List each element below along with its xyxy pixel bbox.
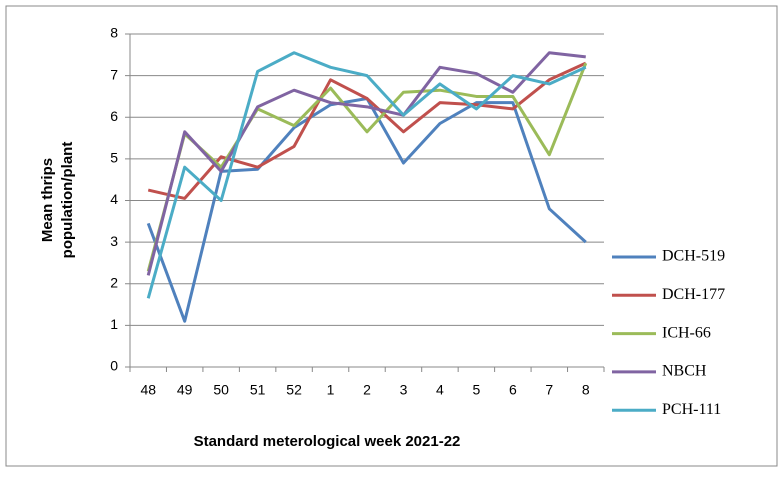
legend-label: NBCH [662,363,707,380]
x-tick-label: 8 [582,382,590,398]
y-tick-label: 7 [110,66,118,82]
chart-frame [5,5,778,467]
y-tick-label: 4 [110,191,118,207]
data-line [147,61,587,200]
x-tick-label: 6 [509,382,517,398]
x-tick-label: 4 [436,382,444,398]
y-axis-label: Mean thrips [39,158,56,242]
x-tick-label: 5 [472,382,480,398]
y-tick-label: 6 [110,108,118,124]
legend-label: DCH-519 [662,248,725,265]
legend-label: DCH-177 [662,286,725,303]
legend-label: ICH-66 [662,324,711,341]
x-tick-label: 3 [400,382,408,398]
x-tick-label: 50 [213,382,229,398]
x-tick-label: 1 [327,382,335,398]
y-tick-label: 0 [110,358,118,374]
y-tick-label: 5 [110,150,118,166]
x-axis-label: Standard meterological week 2021-22 [194,433,461,450]
x-tick-label: 2 [363,382,371,398]
y-tick-label: 1 [110,316,118,332]
x-tick-label: 48 [140,382,156,398]
x-tick-label: 52 [286,382,302,398]
x-tick-label: 7 [545,382,553,398]
x-tick-label: 49 [177,382,193,398]
data-line [146,51,586,276]
y-tick-label: 3 [110,233,118,249]
x-tick-label: 51 [250,382,266,398]
legend-label: PCH-111 [662,401,721,418]
y-axis-label: population/plant [59,142,76,259]
data-line [146,62,588,272]
y-tick-label: 8 [110,25,118,41]
y-tick-label: 2 [110,274,118,290]
data-line [146,51,587,299]
